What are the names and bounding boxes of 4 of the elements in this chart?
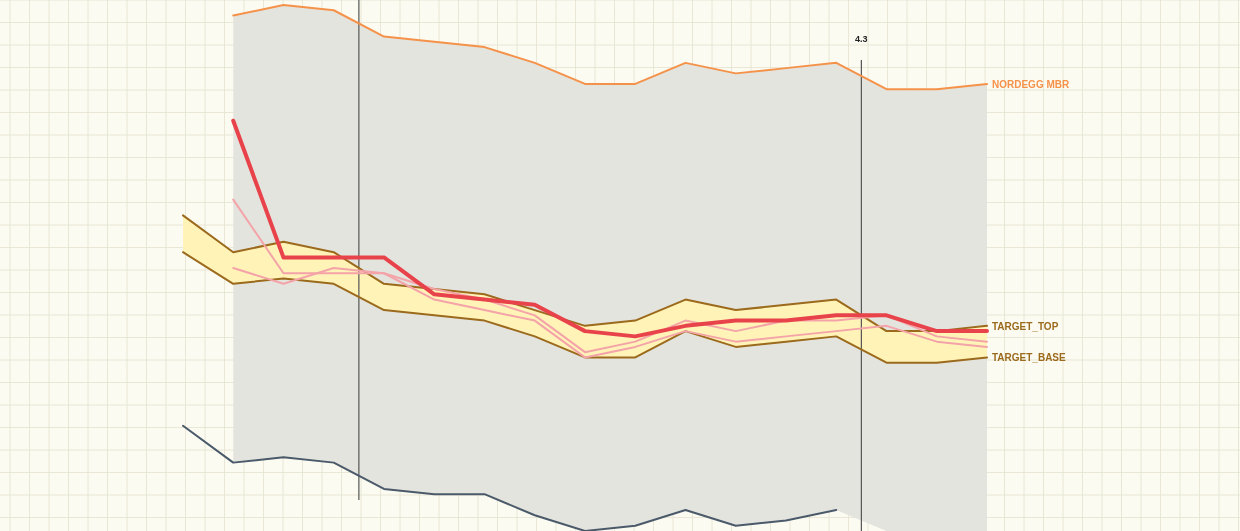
annotation: 4.3 — [855, 33, 868, 44]
series-label: TARGET_TOP — [992, 320, 1059, 332]
series-label: NORDEGG MBR — [992, 78, 1070, 90]
series-label: TARGET_BASE — [992, 352, 1067, 364]
